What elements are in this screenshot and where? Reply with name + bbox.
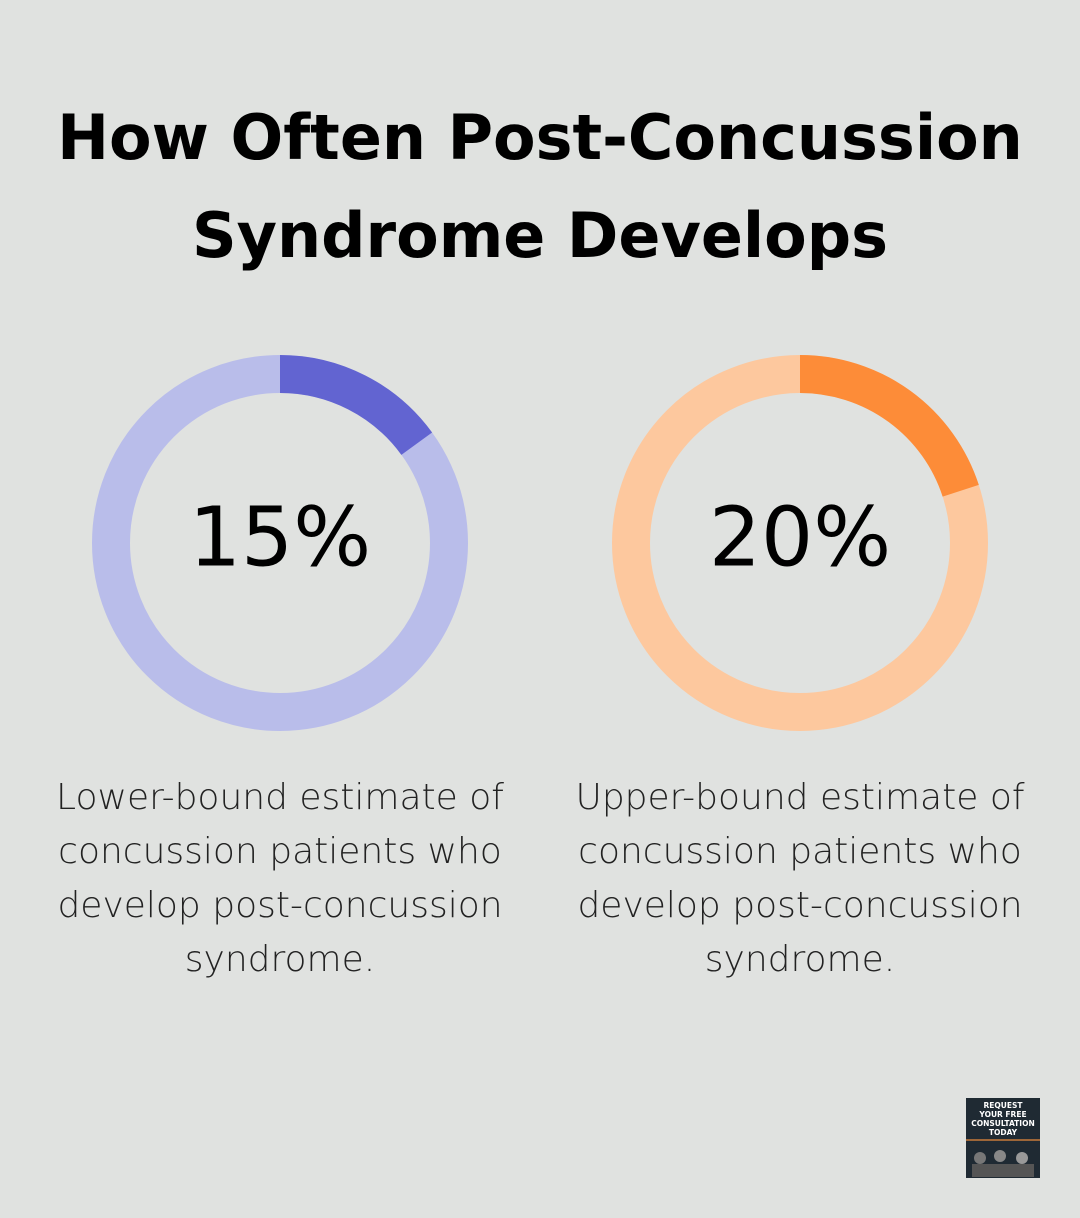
caption-line: develop post-concussion xyxy=(577,885,1022,926)
title-line: How Often Post-Concussion xyxy=(57,101,1023,174)
badge-photo xyxy=(972,1164,1034,1177)
caption-line: concussion patients who xyxy=(578,831,1022,872)
caption-line: Lower-bound estimate of xyxy=(56,777,504,818)
donut-arc xyxy=(799,355,979,498)
caption-line: concussion patients who xyxy=(58,831,502,872)
title-line: Syndrome Develops xyxy=(192,199,888,272)
caption-line: develop post-concussion xyxy=(57,885,502,926)
badge-text: TODAY xyxy=(989,1128,1018,1137)
badge-text: YOUR FREE xyxy=(978,1110,1026,1119)
value-label: 20% xyxy=(709,490,891,585)
badge-photo xyxy=(1016,1152,1028,1164)
donut-arc xyxy=(279,355,433,456)
badge-photo xyxy=(994,1150,1006,1162)
badge-text: REQUEST xyxy=(983,1101,1023,1110)
badge-photo xyxy=(974,1152,986,1164)
value-label: 15% xyxy=(189,490,371,585)
caption-line: syndrome. xyxy=(705,939,895,980)
badge-text: CONSULTATION xyxy=(971,1119,1035,1128)
caption-line: syndrome. xyxy=(185,939,375,980)
caption-line: Upper-bound estimate of xyxy=(575,777,1024,818)
